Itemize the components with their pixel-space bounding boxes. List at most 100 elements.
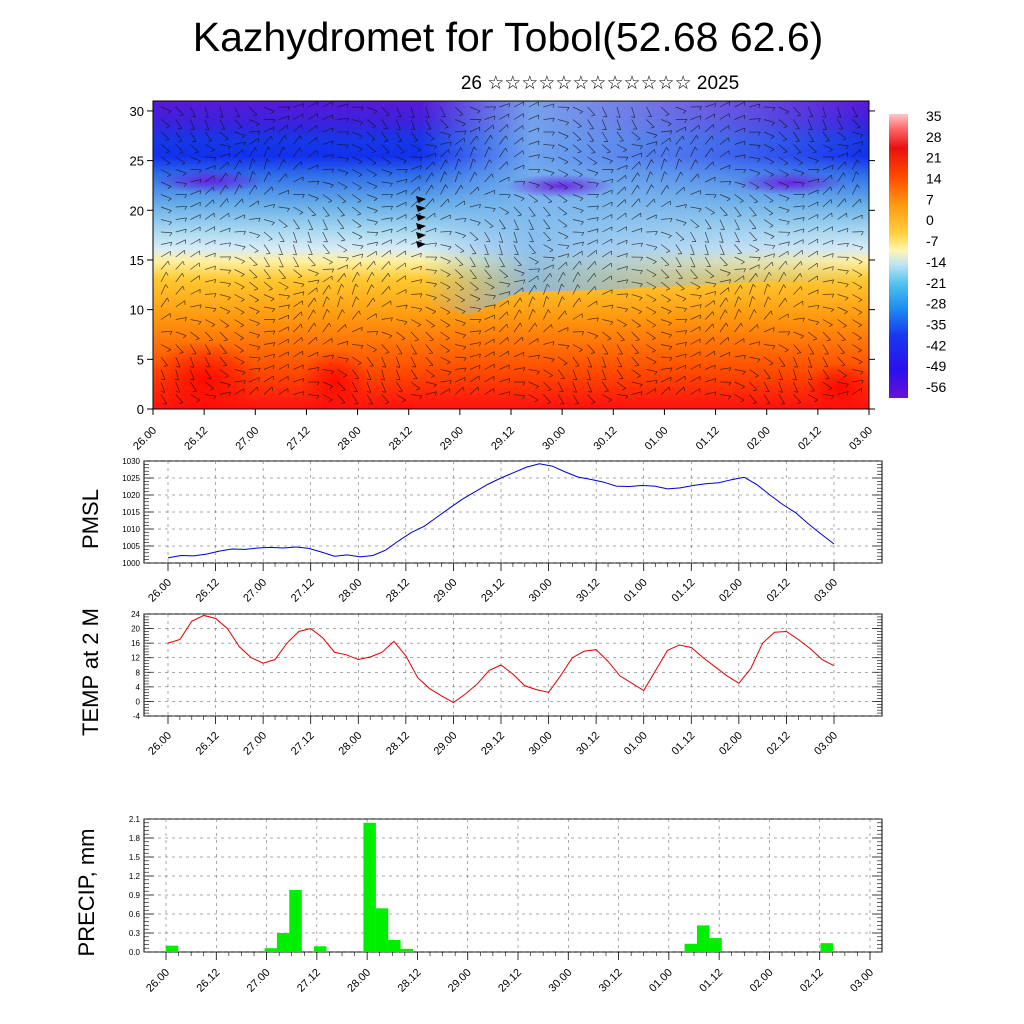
wind-barb-feather (256, 235, 260, 239)
wind-barb (175, 394, 184, 404)
wind-barb (337, 144, 349, 146)
wind-barb (205, 252, 216, 258)
wind-barb (175, 205, 187, 208)
wind-barb (778, 394, 785, 404)
wind-barb-feather (225, 172, 229, 177)
wind-barb (675, 171, 681, 183)
wind-barb (528, 381, 539, 387)
wind-barb-feather (517, 214, 522, 217)
wind-barb-feather (490, 286, 495, 290)
wind-barb-feather (561, 296, 565, 301)
wind-barb-feather (815, 321, 820, 326)
wind-barb-feather (683, 187, 686, 192)
wind-barb-feather (561, 283, 565, 288)
wind-barb-feather (639, 297, 643, 301)
wind-barb-feather (229, 153, 231, 158)
wind-barb (543, 219, 551, 229)
wind-barb-feather (594, 286, 597, 291)
x-tick-label: 28.00 (336, 577, 364, 605)
wind-barb (778, 369, 783, 380)
wind-barb (249, 306, 260, 312)
wind-barb-feather (743, 115, 746, 120)
wind-barb (543, 369, 553, 376)
wind-barb (351, 296, 357, 308)
wind-barb-feather (316, 381, 320, 386)
wind-barb-feather (272, 330, 276, 335)
wind-barb (190, 131, 197, 142)
wind-barb (499, 378, 510, 383)
wind-barb-feather (242, 246, 246, 251)
wind-barb-feather (464, 218, 467, 223)
wind-barb-feather (534, 322, 538, 327)
wind-barb-feather (239, 338, 244, 341)
x-tick-label: 01.12 (669, 730, 697, 758)
wind-barb (307, 244, 313, 255)
wind-barb-feather (578, 174, 583, 178)
wind-barb (410, 279, 422, 283)
wind-barb (837, 119, 844, 130)
wind-barb (234, 294, 245, 300)
wind-barb (513, 244, 519, 255)
wind-barb (469, 306, 481, 310)
wind-barb-feather (388, 261, 391, 266)
wind-barb-feather (577, 284, 581, 289)
wind-barb-feather (458, 158, 462, 163)
wind-barb-feather (640, 257, 643, 261)
wind-barb (808, 214, 819, 220)
wind-barb (410, 175, 421, 183)
wind-barb-feather (635, 339, 640, 342)
wind-barb (602, 144, 611, 153)
wind-barb-feather (429, 364, 434, 367)
wind-barb (793, 273, 801, 283)
wind-barb-feather (602, 128, 607, 131)
wind-barb (440, 380, 452, 383)
wind-barb-feather (390, 217, 393, 222)
wind-barb-feather (564, 310, 567, 315)
wind-barb-feather (273, 204, 275, 209)
x-tick-label: 26.00 (146, 577, 174, 605)
wind-barb (616, 266, 628, 270)
wind-barb-feather (449, 141, 452, 146)
wind-barb-feather (636, 138, 641, 141)
x-tick-label: 28.00 (345, 967, 373, 995)
wind-barb (410, 119, 416, 130)
wind-barb-feather (300, 161, 303, 166)
wind-barb-feather (537, 127, 540, 132)
wind-barb (778, 250, 789, 258)
wind-barb (793, 106, 802, 116)
warm-core-2 (300, 350, 370, 409)
wind-barb-feather (240, 361, 245, 365)
wind-barb-feather (550, 172, 555, 176)
wind-barb-feather (743, 141, 746, 146)
wind-barb-feather (581, 331, 585, 336)
wind-barb (337, 244, 348, 251)
wind-barb-feather (285, 173, 288, 178)
wind-barb-feather (684, 330, 688, 335)
wind-barb-feather (802, 205, 805, 210)
wind-barb-feather (330, 184, 334, 188)
wind-barb-feather (331, 268, 335, 273)
wind-barb (160, 381, 166, 393)
wind-barb (543, 231, 552, 241)
wind-barb (660, 158, 665, 170)
colorbar-label: -35 (926, 316, 946, 332)
wind-barb (425, 369, 435, 377)
wind-barb (498, 256, 505, 267)
wind-barb-feather (546, 283, 551, 288)
wind-barb-feather (414, 339, 419, 342)
wind-barb (219, 242, 231, 245)
wind-barb (278, 231, 285, 242)
wind-barb (690, 269, 698, 279)
wind-barb (410, 106, 415, 118)
wind-barb-feather (390, 228, 393, 233)
wind-barb (572, 369, 578, 380)
wind-barb (352, 169, 363, 175)
wind-barb (660, 171, 665, 183)
wind-barb-feather (519, 322, 523, 327)
wind-barb (440, 269, 451, 275)
wind-barb (175, 356, 181, 368)
wind-barb (366, 131, 376, 140)
wind-barb (543, 273, 551, 283)
wind-barb-feather (178, 402, 184, 404)
wind-barb (455, 367, 467, 370)
